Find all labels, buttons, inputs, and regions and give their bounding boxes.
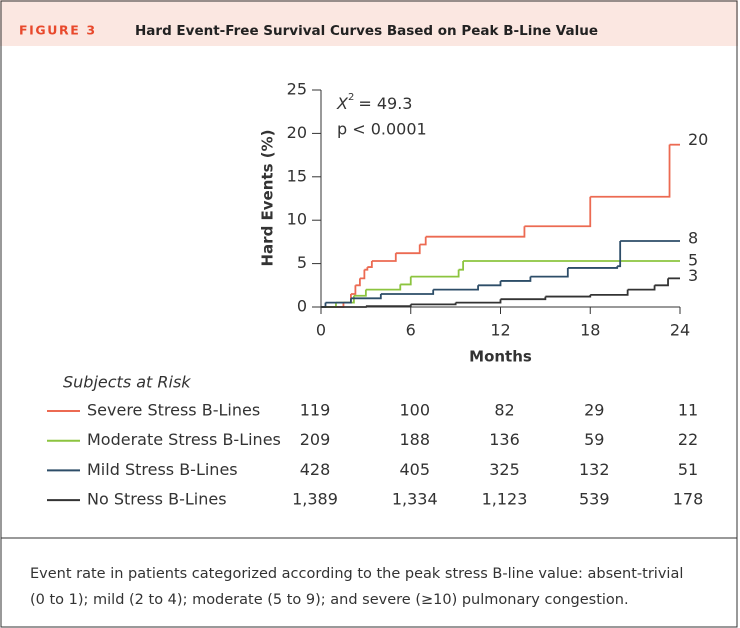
y-tick-label: 15 xyxy=(287,166,307,185)
at-risk-count: 209 xyxy=(300,430,331,449)
at-risk-count: 325 xyxy=(489,460,520,479)
at-risk-count: 1,123 xyxy=(482,490,528,509)
step-segment xyxy=(433,285,479,291)
at-risk-count: 1,389 xyxy=(292,490,338,509)
step-segment xyxy=(395,244,421,255)
legend-label: Mild Stress B-Lines xyxy=(87,460,238,479)
step-segment xyxy=(350,285,357,295)
step-segment xyxy=(627,285,656,291)
x-tick-label: 24 xyxy=(670,321,690,340)
at-risk-count: 119 xyxy=(300,401,331,420)
chi-square: X2 = 49.3 xyxy=(336,92,412,113)
chi-value: = 49.3 xyxy=(358,94,412,113)
step-segment xyxy=(567,266,619,269)
at-risk-count: 539 xyxy=(579,490,610,509)
x-tick-label: 18 xyxy=(580,321,600,340)
p-value: p < 0.0001 xyxy=(337,120,427,139)
risk-title: Subjects at Risk xyxy=(63,373,191,392)
step-segment xyxy=(364,267,369,271)
at-risk-count: 100 xyxy=(399,401,430,420)
y-axis-label: Hard Events (%) xyxy=(259,130,277,267)
step-segment xyxy=(400,276,412,286)
step-segment xyxy=(425,226,526,238)
header-band xyxy=(0,0,738,46)
at-risk-count: 82 xyxy=(494,401,514,420)
step-segment xyxy=(410,302,457,306)
step-segment xyxy=(371,253,397,262)
step-segment xyxy=(353,289,367,297)
at-risk-count: 1,334 xyxy=(392,490,438,509)
step-segment xyxy=(530,267,569,278)
step-segment xyxy=(355,278,361,287)
step-segment xyxy=(350,293,382,300)
chi-exponent: 2 xyxy=(348,92,354,103)
x-tick-label: 12 xyxy=(490,321,510,340)
end-label: 3 xyxy=(688,266,698,285)
chi-symbol: X xyxy=(336,94,349,113)
step-segment xyxy=(500,276,532,282)
at-risk-count: 11 xyxy=(678,401,698,420)
y-tick-label: 0 xyxy=(297,297,307,316)
y-tick-label: 5 xyxy=(297,253,307,272)
y-tick-label: 25 xyxy=(287,80,307,99)
step-segment xyxy=(419,236,427,246)
at-risk-count: 405 xyxy=(399,460,430,479)
step-segment xyxy=(500,296,547,301)
caption-line: (0 to 1); mild (2 to 4); moderate (5 to … xyxy=(30,592,629,608)
figure-title: Hard Event-Free Survival Curves Based on… xyxy=(135,23,598,39)
y-tick-label: 10 xyxy=(287,210,307,229)
step-segment xyxy=(325,298,352,304)
at-risk-count: 59 xyxy=(584,430,604,449)
step-segment xyxy=(365,304,412,308)
at-risk-count: 22 xyxy=(678,430,698,449)
end-label: 20 xyxy=(688,130,708,149)
step-segment xyxy=(524,196,592,228)
at-risk-count: 188 xyxy=(399,430,430,449)
step-segment xyxy=(590,289,629,296)
step-segment xyxy=(590,144,671,198)
step-segment xyxy=(367,260,373,268)
caption-line: Event rate in patients categorized accor… xyxy=(30,566,683,582)
step-segment xyxy=(321,306,367,308)
step-segment xyxy=(343,293,352,304)
x-tick-label: 6 xyxy=(406,321,416,340)
step-segment xyxy=(478,280,502,287)
step-segment xyxy=(455,299,502,304)
legend-label: No Stress B-Lines xyxy=(87,490,227,509)
at-risk-count: 136 xyxy=(489,430,520,449)
step-segment xyxy=(410,269,460,278)
end-label: 5 xyxy=(688,250,698,269)
step-segment xyxy=(365,284,402,291)
at-risk-count: 428 xyxy=(300,460,331,479)
at-risk-count: 29 xyxy=(584,401,604,420)
x-axis-label: Months xyxy=(469,348,532,366)
step-segment xyxy=(458,260,465,271)
step-segment xyxy=(545,294,592,298)
figure-label: FIGURE 3 xyxy=(19,23,97,38)
step-segment xyxy=(380,289,435,295)
at-risk-count: 51 xyxy=(678,460,698,479)
legend-label: Moderate Stress B-Lines xyxy=(87,430,281,449)
y-tick-label: 20 xyxy=(287,123,307,142)
x-tick-label: 0 xyxy=(316,321,326,340)
step-segment xyxy=(617,241,622,268)
legend-label: Severe Stress B-Lines xyxy=(87,401,260,420)
step-segment xyxy=(654,278,669,287)
at-risk-count: 132 xyxy=(579,460,610,479)
at-risk-count: 178 xyxy=(673,490,704,509)
end-label: 8 xyxy=(688,229,698,248)
step-segment xyxy=(359,269,366,280)
